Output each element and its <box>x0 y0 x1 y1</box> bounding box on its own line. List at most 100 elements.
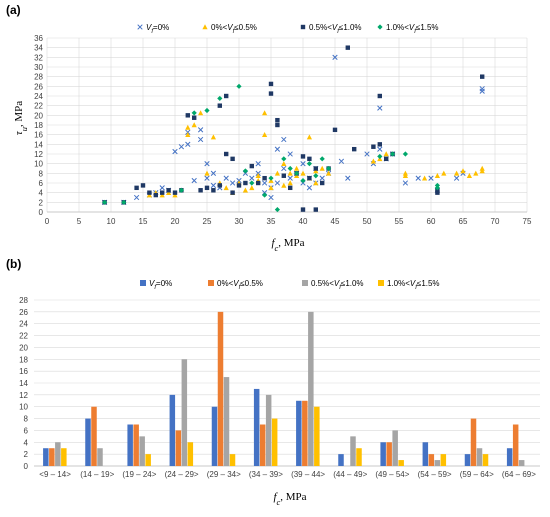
scatter-point <box>377 93 382 99</box>
scatter-y-tick-label: 4 <box>39 189 44 198</box>
scatter-point <box>204 175 210 181</box>
scatter-point <box>313 173 319 179</box>
bar <box>464 454 471 466</box>
scatter-point <box>300 170 306 176</box>
scatter-y-tick-label: 6 <box>39 179 44 188</box>
scatter-point <box>352 146 357 152</box>
scatter-point <box>287 165 293 172</box>
bar <box>49 448 55 466</box>
bar <box>61 448 67 466</box>
scatter-point <box>223 175 229 181</box>
scatter-x-tick-label: 35 <box>267 217 276 226</box>
legend-label: 0%<Vf≤0.5% <box>211 23 257 35</box>
bar-y-tick-label: 26 <box>19 308 28 317</box>
bar-legend: Vf=0% 0%<Vf≤0.5% 0.5%<Vf≤1.0% 1.0%<Vf≤1.5% <box>140 279 440 291</box>
scatter-point <box>147 190 152 195</box>
scatter-x-tick-label: 50 <box>363 217 372 226</box>
legend-swatch <box>378 280 384 286</box>
scatter-point <box>268 91 274 96</box>
scatter-point <box>402 180 409 186</box>
scatter-point <box>390 151 396 157</box>
bar-x-tick-label: (64 – 69> <box>502 470 536 479</box>
scatter-point <box>172 148 178 155</box>
bar <box>518 460 525 466</box>
bar <box>133 424 139 466</box>
scatter-point <box>198 188 203 193</box>
scatter-point <box>281 136 287 143</box>
scatter-point <box>466 173 472 179</box>
scatter-point <box>268 185 274 191</box>
scatter-y-tick-label: 12 <box>34 150 43 159</box>
scatter-point <box>326 165 332 172</box>
scatter-point <box>441 170 447 176</box>
scatter-point <box>281 182 287 188</box>
scatter-point <box>230 156 235 162</box>
scatter-point <box>229 180 236 186</box>
scatter-point <box>377 142 382 147</box>
scatter-point <box>192 115 197 120</box>
scatter-point <box>287 180 293 186</box>
scatter-series <box>102 45 485 212</box>
scatter-point <box>435 190 440 195</box>
scatter-point <box>313 207 318 212</box>
bar <box>43 448 49 466</box>
scatter-point <box>236 183 242 188</box>
scatter-point <box>307 175 312 181</box>
scatter-point <box>422 175 428 181</box>
scatter-point <box>160 190 165 195</box>
scatter-y-tick-label: 32 <box>34 53 43 62</box>
panel-label-a: (a) <box>6 3 21 17</box>
scatter-point <box>134 185 139 191</box>
scatter-point <box>428 175 434 181</box>
scatter-x-tick-label: 45 <box>331 217 340 226</box>
bar <box>181 359 188 466</box>
bar <box>97 448 103 466</box>
bar <box>302 400 308 466</box>
bar <box>386 442 392 466</box>
scatter-x-tick-label: 30 <box>235 217 244 226</box>
scatter-point <box>364 151 370 157</box>
bar <box>314 406 320 466</box>
scatter-point <box>383 151 389 157</box>
scatter-point <box>275 122 280 128</box>
scatter-point <box>275 117 280 123</box>
scatter-point <box>402 173 408 179</box>
bar-y-tick-label: 0 <box>24 462 29 471</box>
legend-label: 0.5%<Vf≤1.0% <box>309 23 362 35</box>
bar-x-axis-title: fc, MPa <box>273 491 306 507</box>
scatter-y-tick-label: 24 <box>34 92 43 101</box>
scatter-point <box>274 180 281 186</box>
scatter-point <box>185 113 190 118</box>
bar <box>506 448 513 466</box>
scatter-point <box>454 170 460 176</box>
scatter-x-tick-label: 20 <box>171 217 180 226</box>
scatter-x-tick-label: 0 <box>45 217 50 226</box>
scatter-point <box>281 160 287 166</box>
bar <box>229 454 236 466</box>
bar <box>356 448 362 466</box>
scatter-point <box>211 188 216 193</box>
bar <box>169 394 176 466</box>
bar <box>265 394 272 466</box>
bar-x-tick-label: <9 – 14> <box>39 470 71 479</box>
scatter-point <box>332 54 338 60</box>
bar <box>338 454 344 466</box>
scatter-point <box>243 180 248 186</box>
bar-y-tick-label: 16 <box>19 367 28 376</box>
bar <box>217 311 224 466</box>
bar-x-tick-label: (54 – 59> <box>418 470 452 479</box>
scatter-point <box>204 185 210 191</box>
scatter-point <box>479 165 485 171</box>
scatter-point <box>198 110 204 116</box>
scatter-point <box>262 175 267 181</box>
bar-y-tick-label: 12 <box>19 391 28 400</box>
scatter-point <box>306 185 313 191</box>
scatter-point <box>480 74 485 79</box>
scatter-point <box>319 156 325 162</box>
scatter-point <box>274 170 280 176</box>
bar <box>422 442 429 466</box>
scatter-point <box>262 192 268 198</box>
scatter-point <box>191 122 197 128</box>
scatter-point <box>159 185 165 191</box>
legend-label: 1.0%<Vf≤1.5% <box>386 23 439 35</box>
